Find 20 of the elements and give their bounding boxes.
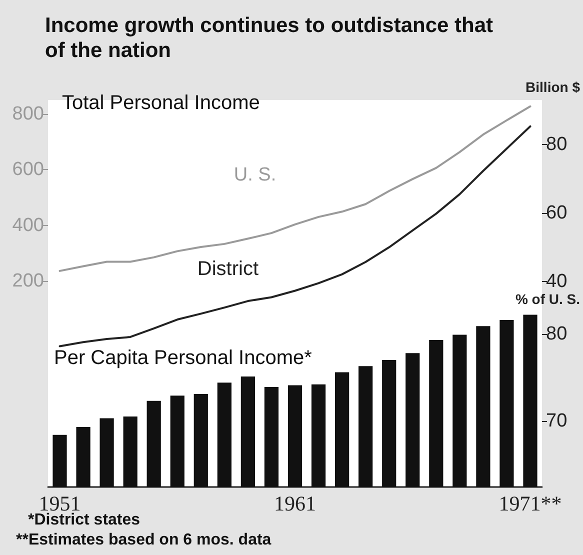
y-tick-label: 800 xyxy=(12,103,44,124)
y2-tick-label: 40 xyxy=(546,271,568,292)
line-series xyxy=(58,125,532,348)
y3-axis-title: % of U. S. xyxy=(515,291,580,307)
annotation: Total Personal Income xyxy=(62,92,260,114)
y2-tick-label: 60 xyxy=(546,202,568,224)
chart-title: Income growth continues to outdistance that of the nation xyxy=(45,14,499,62)
x-tick-label: 1961 xyxy=(274,492,316,516)
y2-tick-label: 80 xyxy=(546,134,568,156)
text: U. S. xyxy=(234,164,276,186)
series-label: District xyxy=(197,258,259,280)
x-tick-label: 1971** xyxy=(498,492,562,516)
y-tick-label: 400 xyxy=(12,214,44,236)
annotation: Per Capita Personal Income* xyxy=(54,347,312,369)
y3-tick-label: 80 xyxy=(546,323,568,344)
y3-tick-label: 70 xyxy=(546,410,568,432)
text: **Estimates based on 6 mos. data xyxy=(16,532,272,548)
y-tick-label: 600 xyxy=(12,159,44,180)
y2-axis-title: Billion $ xyxy=(526,79,580,95)
y-tick-label: 200 xyxy=(12,270,44,292)
